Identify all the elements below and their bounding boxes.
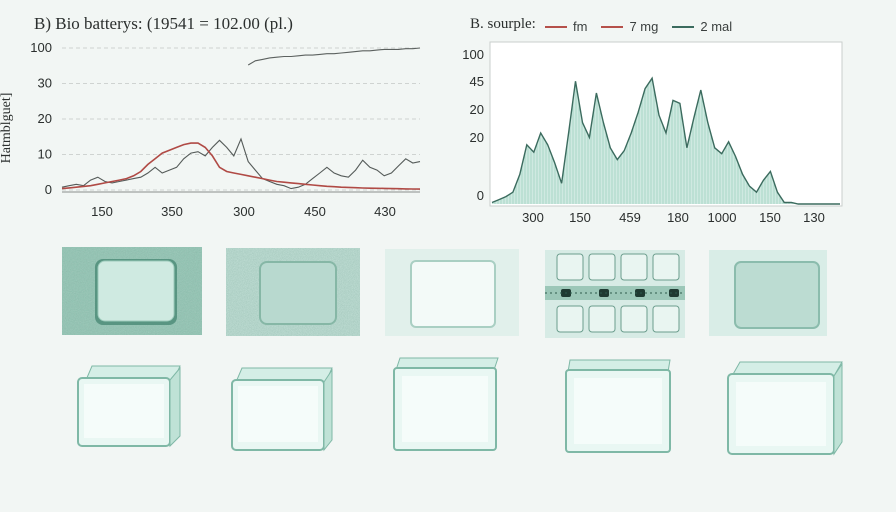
y-tick-label: 20 — [470, 130, 484, 145]
y-tick-label: 45 — [470, 74, 484, 89]
x-tick-label: 180 — [667, 210, 689, 225]
x-tick-label: 150 — [569, 210, 591, 225]
sample-2-image — [226, 248, 360, 336]
x-tick-label: 300 — [233, 204, 255, 219]
y-axis-label: Hatmblguet] — [0, 93, 14, 164]
legend-item-3: 2 mal — [672, 19, 732, 34]
panel-a-title: B) Bio batterys: (19541 = 102.00 (pl.) — [34, 14, 293, 33]
legend-item-2: 7 mg — [601, 19, 658, 34]
x-tick-label: 1000 — [708, 210, 737, 225]
x-tick-label: 459 — [619, 210, 641, 225]
x-tick-labels: 150 350 300 450 430 — [91, 204, 396, 219]
y-tick-labels: 100 45 20 20 0 — [462, 47, 484, 203]
sample-4-image — [545, 250, 685, 338]
series-line-2 — [61, 142, 421, 190]
legend-swatch-1 — [545, 25, 567, 28]
x-tick-label: 150 — [91, 204, 113, 219]
y-tick-label: 0 — [45, 182, 52, 197]
series-line-3 — [247, 47, 421, 66]
series-area-line — [491, 76, 840, 205]
x-tick-labels: 300 150 459 180 1000 150 130 — [522, 210, 825, 225]
y-tick-label: 10 — [38, 147, 52, 162]
glass-cube-4 — [565, 359, 671, 453]
x-tick-label: 450 — [304, 204, 326, 219]
chart-legend: fm 7 mg 2 mal — [545, 19, 732, 34]
glass-cube-2 — [231, 367, 333, 452]
legend-label-1: fm — [573, 19, 588, 34]
y-tick-label: 20 — [470, 102, 484, 117]
series-line-1 — [61, 137, 421, 190]
y-tick-label: 30 — [38, 76, 52, 91]
area-chart-b: 100 45 20 20 0 300 150 459 180 1000 150 130 — [462, 41, 843, 225]
x-tick-label: 150 — [759, 210, 781, 225]
y-tick-label: 100 — [30, 40, 52, 55]
x-tick-label: 430 — [374, 204, 396, 219]
sample-1-image — [62, 247, 202, 335]
sample-5-image — [709, 250, 827, 336]
y-tick-label: 0 — [477, 188, 484, 203]
x-tick-label: 300 — [522, 210, 544, 225]
series-area-fill — [492, 78, 840, 204]
legend-label-3: 2 mal — [700, 19, 733, 34]
glass-cube-1 — [77, 365, 181, 448]
sample-3-image — [385, 249, 519, 336]
legend-swatch-3 — [672, 25, 695, 28]
glass-cube-3 — [393, 357, 499, 451]
legend-swatch-2 — [601, 25, 624, 28]
x-tick-label: 350 — [161, 204, 183, 219]
legend-item-1: fm — [545, 19, 587, 34]
y-tick-label: 20 — [38, 111, 52, 126]
x-tick-label: 130 — [803, 210, 825, 225]
panel-b-title: B. sourple: — [470, 16, 536, 32]
y-tick-label: 100 — [462, 47, 484, 62]
grid-lines — [62, 47, 420, 191]
legend-label-2: 7 mg — [629, 19, 659, 34]
glass-cube-5 — [727, 361, 843, 456]
series-lines — [61, 47, 421, 190]
series-area — [491, 76, 840, 205]
